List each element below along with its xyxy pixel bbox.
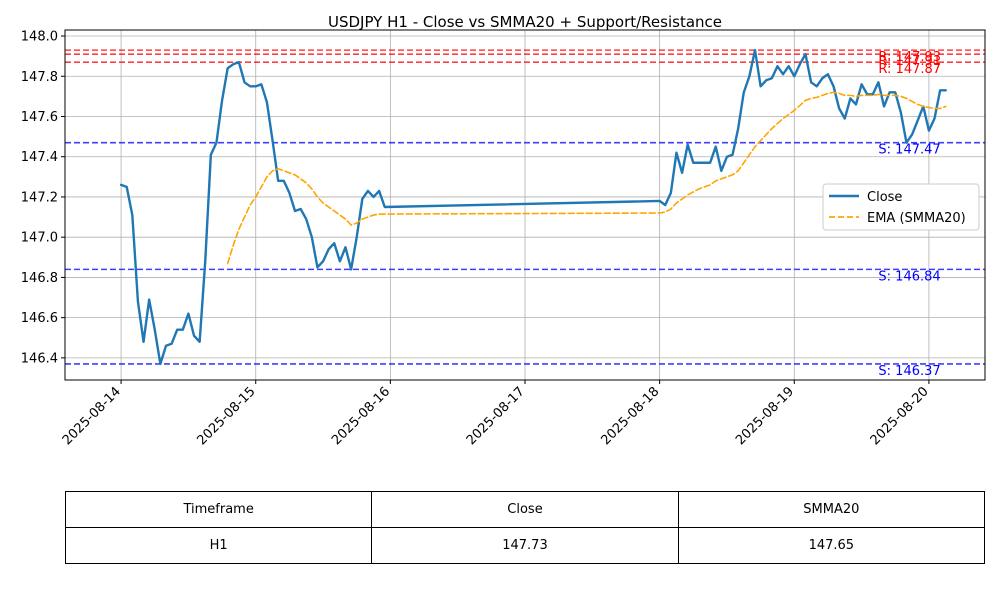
legend-label-smma: EMA (SMMA20): [867, 211, 966, 226]
grid: [65, 30, 985, 380]
support-resistance-levels: R: 147.93R: 147.91R: 147.87S: 147.47S: 1…: [65, 49, 985, 379]
y-tick-label: 147.4: [21, 150, 58, 165]
support-label: S: 146.37: [878, 364, 940, 379]
summary-table: Timeframe Close SMMA20 H1 147.73 147.65: [64, 491, 986, 564]
y-tick-label: 146.8: [21, 271, 58, 286]
table-cell: 147.65: [677, 527, 986, 564]
x-tick-label: 2025-08-19: [733, 384, 797, 448]
table-cell: H1: [64, 527, 373, 564]
y-tick-label: 147.0: [21, 231, 58, 246]
x-tick-label: 2025-08-14: [60, 384, 124, 448]
x-tick-label: 2025-08-16: [329, 384, 393, 448]
legend: Close EMA (SMMA20): [822, 183, 980, 231]
chart-title: USDJPY H1 - Close vs SMMA20 + Support/Re…: [328, 13, 722, 31]
chart: R: 147.93R: 147.91R: 147.87S: 147.47S: 1…: [21, 13, 986, 448]
support-label: S: 147.47: [878, 143, 940, 158]
table-cell: 147.73: [371, 527, 679, 564]
y-tick-label: 148.0: [21, 30, 58, 45]
x-tick-label: 2025-08-18: [598, 384, 662, 448]
y-tick-label: 147.2: [21, 190, 58, 205]
x-tick-label: 2025-08-15: [195, 384, 259, 448]
y-tick-label: 146.6: [21, 311, 58, 326]
y-axis: 146.4 146.6 146.8 147.0 147.2 147.4 147.6 147.8…: [21, 30, 65, 366]
legend-label-close: Close: [867, 190, 902, 205]
close-series-line: [119, 48, 947, 366]
smma20-series-line: [226, 91, 947, 265]
legend-box: [822, 183, 980, 231]
y-tick-label: 146.4: [21, 351, 58, 366]
series-layer: [119, 48, 947, 366]
support-label: S: 146.84: [878, 269, 940, 284]
resistance-label: R: 147.87: [878, 62, 941, 77]
y-tick-label: 147.8: [21, 70, 58, 85]
table-header-row: Timeframe Close SMMA20: [64, 491, 986, 528]
x-axis: 2025-08-14 2025-08-15 2025-08-16 2025-08-17…: [60, 380, 932, 448]
y-tick-label: 147.6: [21, 110, 58, 125]
table-header-cell: Timeframe: [64, 491, 373, 528]
x-tick-label: 2025-08-20: [868, 384, 932, 448]
resistance-label: R: 147.91: [878, 54, 941, 69]
table-row: H1 147.73 147.65: [64, 527, 986, 564]
table-header-cell: Close: [371, 491, 679, 528]
table-header-cell: SMMA20: [677, 491, 986, 528]
x-tick-label: 2025-08-17: [464, 384, 528, 448]
